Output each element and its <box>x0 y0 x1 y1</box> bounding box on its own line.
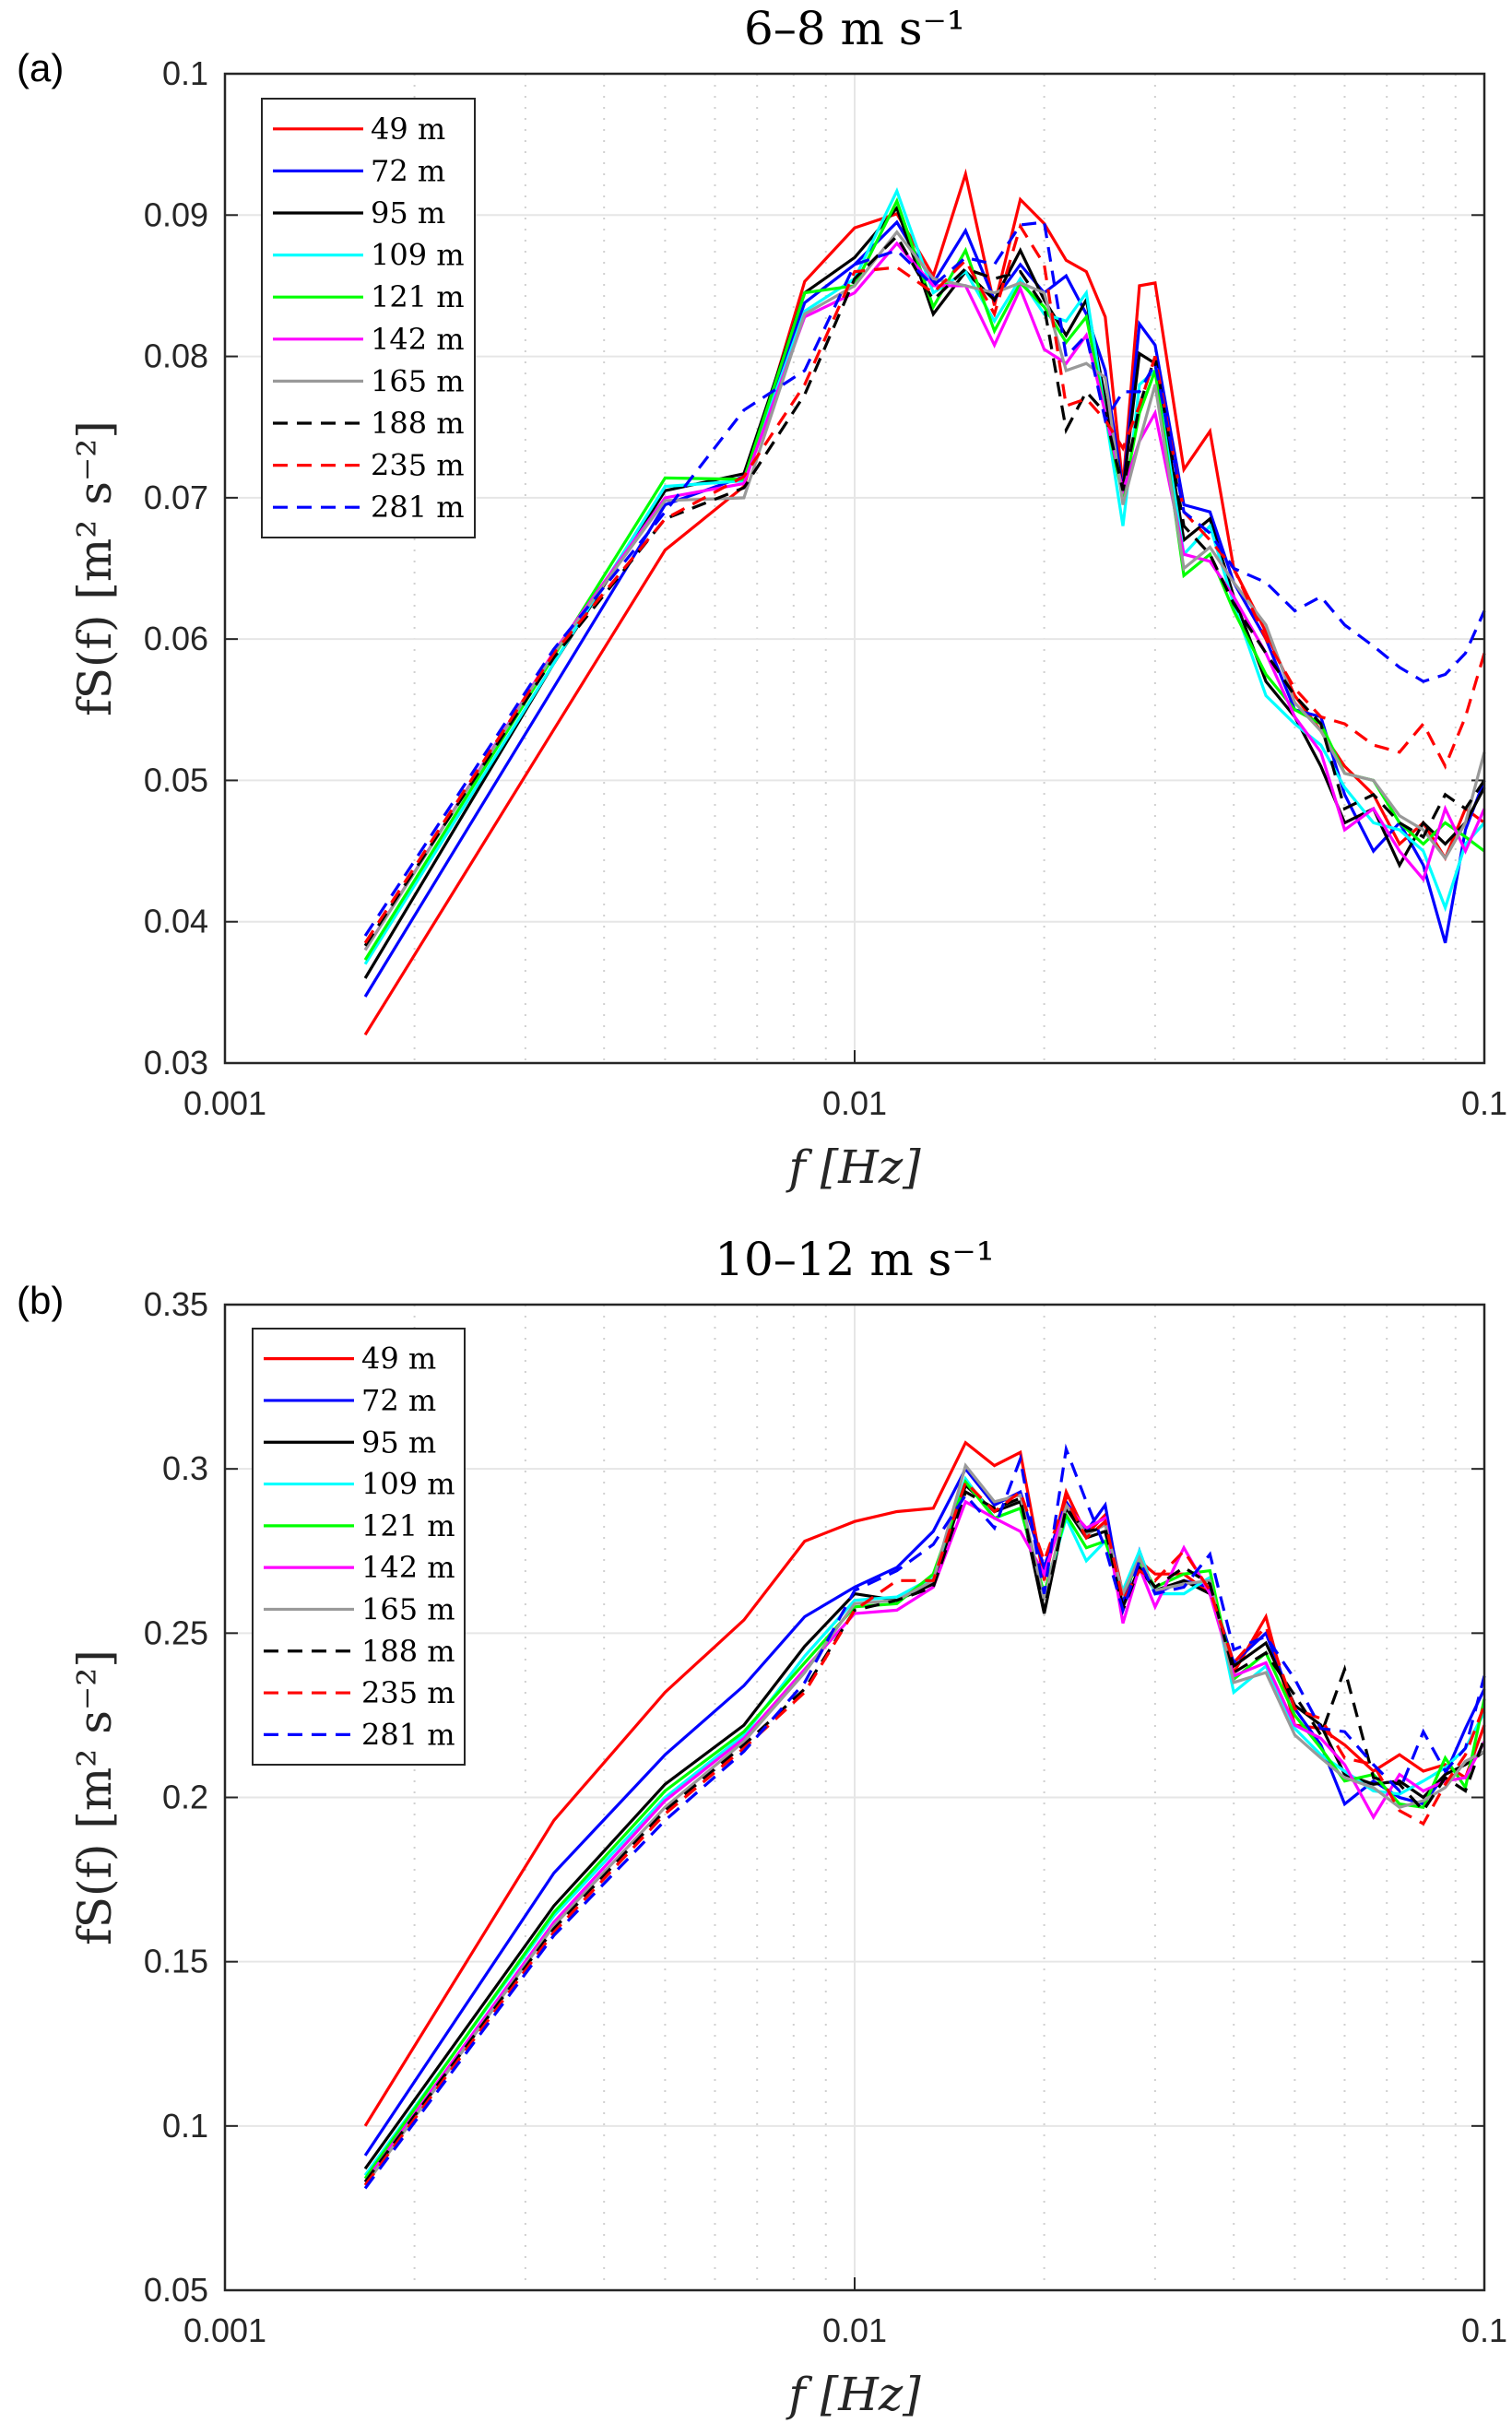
legend-label: 95 m <box>371 195 445 230</box>
legend-label: 188 m <box>361 1634 455 1669</box>
chart-title: 6–8 m s⁻¹ <box>744 2 965 55</box>
legend-label: 165 m <box>361 1591 455 1626</box>
legend-label: 121 m <box>361 1508 455 1543</box>
y-tick-label: 0.08 <box>144 337 208 375</box>
x-tick-label: 0.1 <box>1461 2311 1507 2349</box>
chart-panel-a: 0.001 0.01 0.1 0.03 0.04 0.05 0.06 0.07 0.08 0.09… <box>17 2 1507 1194</box>
panel-label: (b) <box>17 1279 64 1322</box>
series-line-121m <box>363 196 1485 961</box>
legend-label: 72 m <box>371 153 445 188</box>
series-line-72m <box>363 219 1486 998</box>
y-tick-label: 0.15 <box>144 1943 208 1980</box>
series-line-109m <box>363 1475 1486 2177</box>
legend-label: 142 m <box>371 322 465 357</box>
y-tick-label: 0.09 <box>144 195 208 233</box>
series-line-95m <box>363 1483 1485 2170</box>
legend: 49 m 72 m 95 m 109 m 121 m 142 m 165 m 188 m 235… <box>261 98 476 538</box>
series-line-235m <box>363 222 1486 944</box>
axes-box <box>223 1303 1486 2292</box>
legend-label: 49 m <box>371 112 445 147</box>
series-line-109m <box>363 187 1486 965</box>
y-tick-label: 0.35 <box>144 1285 208 1323</box>
chart-panel-b: 0.001 0.01 0.1 0.05 0.1 0.15 0.2 0.25 0.3 0.35 49 … <box>17 1233 1507 2421</box>
series-line-95m <box>363 205 1486 979</box>
y-tick-label: 0.1 <box>162 54 208 92</box>
series-line-188m <box>363 1489 1486 2183</box>
y-tick-label: 0.04 <box>144 903 208 940</box>
y-tick-label: 0.2 <box>162 1779 208 1816</box>
x-axis-label: f [Hz] <box>785 1141 921 1194</box>
series-line-281m <box>363 220 1486 937</box>
legend-label: 109 m <box>371 238 465 273</box>
x-tick-label: 0.01 <box>822 1084 887 1122</box>
series-group <box>363 1440 1486 2190</box>
legend-label: 165 m <box>371 363 465 398</box>
y-tick-label: 0.05 <box>144 761 208 798</box>
legend: 49 m 72 m 95 m 109 m 121 m 142 m 165 m 188 m 235… <box>252 1328 466 1766</box>
x-tick-label: 0.01 <box>822 2311 887 2349</box>
legend-label: 142 m <box>361 1550 455 1585</box>
series-line-165m <box>363 1462 1485 2186</box>
panel-label: (a) <box>17 46 64 89</box>
axes-box <box>223 72 1486 1065</box>
series-line-72m <box>363 1466 1486 2157</box>
legend-label: 109 m <box>361 1467 455 1502</box>
series-line-188m <box>363 233 1486 947</box>
legend-label: 188 m <box>371 406 465 441</box>
chart-title: 10–12 m s⁻¹ <box>715 1233 995 1286</box>
x-tick-label: 0.1 <box>1461 1084 1507 1122</box>
y-tick-label: 0.05 <box>144 2271 208 2309</box>
legend-label: 281 m <box>371 490 465 525</box>
x-axis-label: f [Hz] <box>785 2368 921 2421</box>
legend-label: 281 m <box>361 1717 455 1752</box>
legend-label: 95 m <box>361 1424 436 1460</box>
y-tick-label: 0.25 <box>144 1613 208 1651</box>
y-axis-label: fS(f) [m² s⁻²] <box>68 1649 122 1945</box>
y-tick-label: 0.1 <box>162 2107 208 2145</box>
y-tick-label: 0.07 <box>144 479 208 516</box>
y-tick-label: 0.3 <box>162 1449 208 1487</box>
series-line-49m <box>363 168 1485 1036</box>
x-tick-label: 0.001 <box>183 2311 266 2349</box>
x-tick-label: 0.001 <box>183 1084 266 1122</box>
legend-label: 121 m <box>371 279 465 314</box>
series-group <box>363 168 1486 1036</box>
legend-label: 235 m <box>361 1675 455 1710</box>
series-line-142m <box>363 1499 1486 2183</box>
legend-label: 49 m <box>361 1342 436 1377</box>
y-tick-label: 0.03 <box>144 1044 208 1081</box>
series-line-142m <box>363 241 1486 951</box>
series-line-165m <box>363 230 1486 951</box>
series-line-281m <box>363 1443 1486 2190</box>
y-tick-label: 0.06 <box>144 620 208 657</box>
series-line-49m <box>363 1440 1486 2127</box>
legend-label: 235 m <box>371 448 465 483</box>
legend-label: 72 m <box>361 1383 436 1418</box>
y-axis-label: fS(f) [m² s⁻²] <box>68 420 122 716</box>
